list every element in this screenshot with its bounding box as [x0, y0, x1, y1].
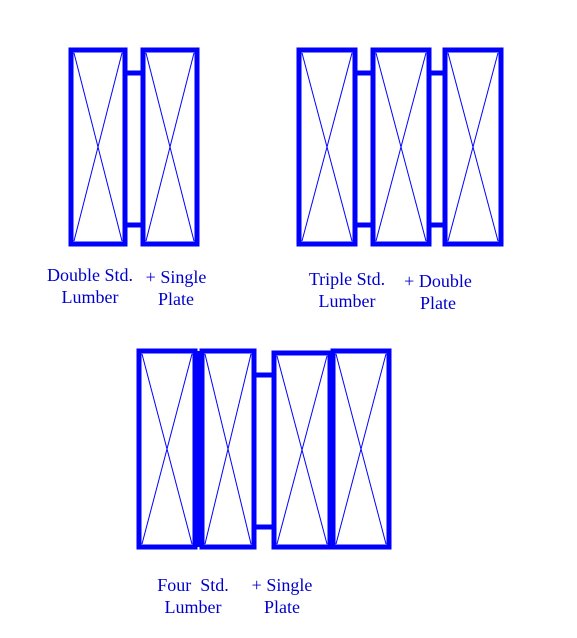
cross-line: [145, 52, 195, 242]
lumber-piece: [271, 350, 333, 550]
cross-line: [276, 355, 328, 545]
label-line: Double Std.: [46, 265, 133, 285]
four-lumber-label: Four Std. Lumber: [146, 574, 240, 618]
plate-connector: [122, 70, 146, 228]
double-lumber-group: [68, 47, 200, 247]
label-line: Plate: [264, 597, 300, 617]
label-line: Four Std.: [157, 575, 229, 595]
label-line: + Single: [145, 267, 207, 287]
label-line: Lumber: [61, 287, 119, 307]
cross-line: [447, 52, 499, 242]
double-lumber-label: Double Std. Lumber: [40, 264, 140, 308]
plate-connector: [251, 372, 277, 530]
center-block: [195, 351, 202, 547]
label-line: + Double: [404, 271, 472, 291]
label-line: Plate: [420, 293, 456, 313]
label-line: Plate: [158, 289, 194, 309]
cross-line: [335, 353, 387, 545]
four-plate-label: + Single Plate: [244, 574, 320, 618]
plate-connector: [352, 70, 376, 228]
plate-connector: [426, 70, 448, 228]
label-line: + Single: [251, 575, 313, 595]
lumber-piece: [330, 348, 392, 550]
label-line: Lumber: [318, 291, 376, 311]
cross-line: [375, 52, 427, 242]
triple-lumber-group: [296, 47, 504, 247]
cross-line: [141, 353, 193, 545]
cross-line: [204, 353, 252, 545]
label-line: Lumber: [164, 597, 222, 617]
label-line: Triple Std.: [308, 269, 386, 289]
triple-plate-label: + Double Plate: [396, 270, 480, 314]
triple-lumber-label: Triple Std. Lumber: [300, 268, 394, 312]
four-lumber-group: [136, 348, 392, 550]
double-plate-label: + Single Plate: [138, 266, 214, 310]
cross-line: [73, 52, 123, 242]
cross-line: [301, 52, 353, 242]
